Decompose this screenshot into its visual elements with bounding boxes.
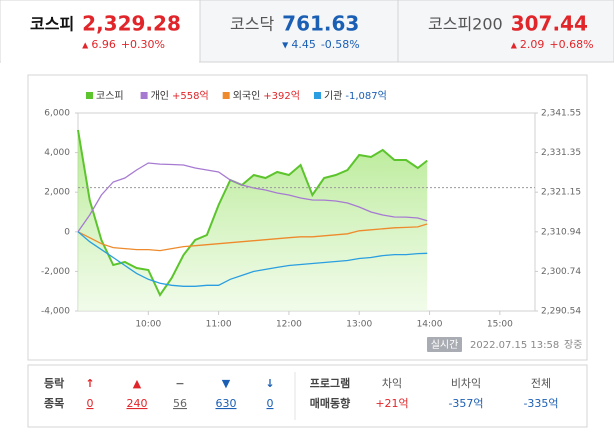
series-line — [77, 231, 428, 287]
legend-swatch — [140, 92, 148, 99]
x-tick-label: 15:00 — [487, 320, 513, 330]
tab-name: 코스피200 — [428, 15, 503, 34]
y-tick-label: -4,000 — [41, 307, 70, 317]
breadth-count[interactable]: 240 — [127, 397, 148, 410]
breadth-icon: − — [175, 377, 184, 390]
program-label: 전체 — [531, 377, 551, 390]
breadth-count[interactable]: 0 — [87, 397, 94, 410]
y2-tick-label: 2,310.94 — [541, 227, 581, 237]
y2-tick-label: 2,331.35 — [541, 148, 581, 158]
program-title: 프로그램 — [310, 376, 350, 390]
series-line — [77, 162, 428, 233]
tab[interactable] — [397, 0, 614, 63]
program-value: -357억 — [448, 397, 483, 410]
status-badge — [427, 337, 462, 352]
y2-tick-label: 2,290.54 — [541, 307, 581, 317]
legend-value: -1,087억 — [345, 90, 386, 102]
y-tick-label: -2,000 — [41, 267, 70, 277]
tab-change: 6.96 — [91, 38, 116, 51]
legend-swatch — [222, 92, 230, 99]
tab-rate: -0.58% — [321, 38, 360, 51]
tab-arrow: ▲ — [82, 41, 89, 50]
x-tick-label: 10:00 — [135, 320, 161, 330]
legend-value: +558억 — [172, 90, 209, 102]
tab-value: 307.44 — [511, 12, 588, 36]
x-tick-label: 11:00 — [206, 320, 232, 330]
x-tick-label: 13:00 — [346, 320, 372, 330]
legend-label: 개인 — [151, 90, 169, 102]
status-badge-text: 실시간 — [431, 339, 459, 351]
status-session: 장중 — [564, 339, 582, 351]
legend-value: +392억 — [263, 90, 300, 102]
legend-label: 기관 — [324, 90, 342, 102]
tab-rate: +0.30% — [121, 38, 165, 51]
legend-label: 외국인 — [233, 90, 261, 102]
y2-tick-label: 2,300.74 — [541, 267, 581, 277]
breadth-count[interactable]: 630 — [216, 397, 237, 410]
y2-tick-label: 2,321.15 — [541, 188, 581, 198]
tab-rate: +0.68% — [549, 38, 593, 51]
program-title: 매매동향 — [310, 396, 350, 410]
legend-swatch — [86, 92, 93, 99]
program-value: +21억 — [375, 397, 408, 410]
y2-tick-label: 2,341.55 — [541, 109, 581, 119]
tab[interactable] — [199, 0, 399, 63]
breadth-icon: ▲ — [133, 377, 142, 390]
status-timestamp: 2022.07.15 13:58 — [470, 340, 559, 351]
series-line — [77, 223, 428, 252]
legend-swatch — [313, 92, 321, 99]
y-tick-label: 6,000 — [44, 109, 70, 119]
breadth-icon: ↓ — [265, 377, 274, 390]
breadth-title: 등락 — [44, 377, 64, 390]
program-label: 비차익 — [451, 377, 481, 390]
y-tick-label: 4,000 — [44, 148, 70, 158]
series-line — [77, 129, 428, 298]
y-tick-label: 2,000 — [44, 188, 70, 198]
breadth-title: 종목 — [44, 397, 64, 410]
y-tick-label: 0 — [64, 227, 70, 237]
program-label: 차익 — [382, 377, 402, 390]
tab-name: 코스피 — [30, 15, 74, 34]
summary-box — [27, 364, 588, 428]
x-tick-label: 12:00 — [276, 320, 302, 330]
tab-name: 코스닥 — [230, 15, 274, 34]
legend-label: 코스피 — [96, 90, 124, 102]
breadth-icon: ▼ — [222, 377, 231, 390]
x-tick-label: 14:00 — [417, 320, 443, 330]
program-value: -335억 — [523, 397, 558, 410]
tab-arrow: ▼ — [282, 41, 289, 50]
tab-value: 761.63 — [282, 12, 359, 36]
breadth-count[interactable]: 0 — [267, 397, 274, 410]
tab-change: 4.45 — [291, 38, 316, 51]
tab-change: 2.09 — [520, 38, 545, 51]
breadth-icon: ↑ — [85, 377, 94, 390]
breadth-count[interactable]: 56 — [173, 397, 187, 410]
area — [78, 130, 428, 311]
tab-arrow: ▲ — [511, 41, 518, 50]
tab-value: 2,329.28 — [82, 12, 181, 36]
